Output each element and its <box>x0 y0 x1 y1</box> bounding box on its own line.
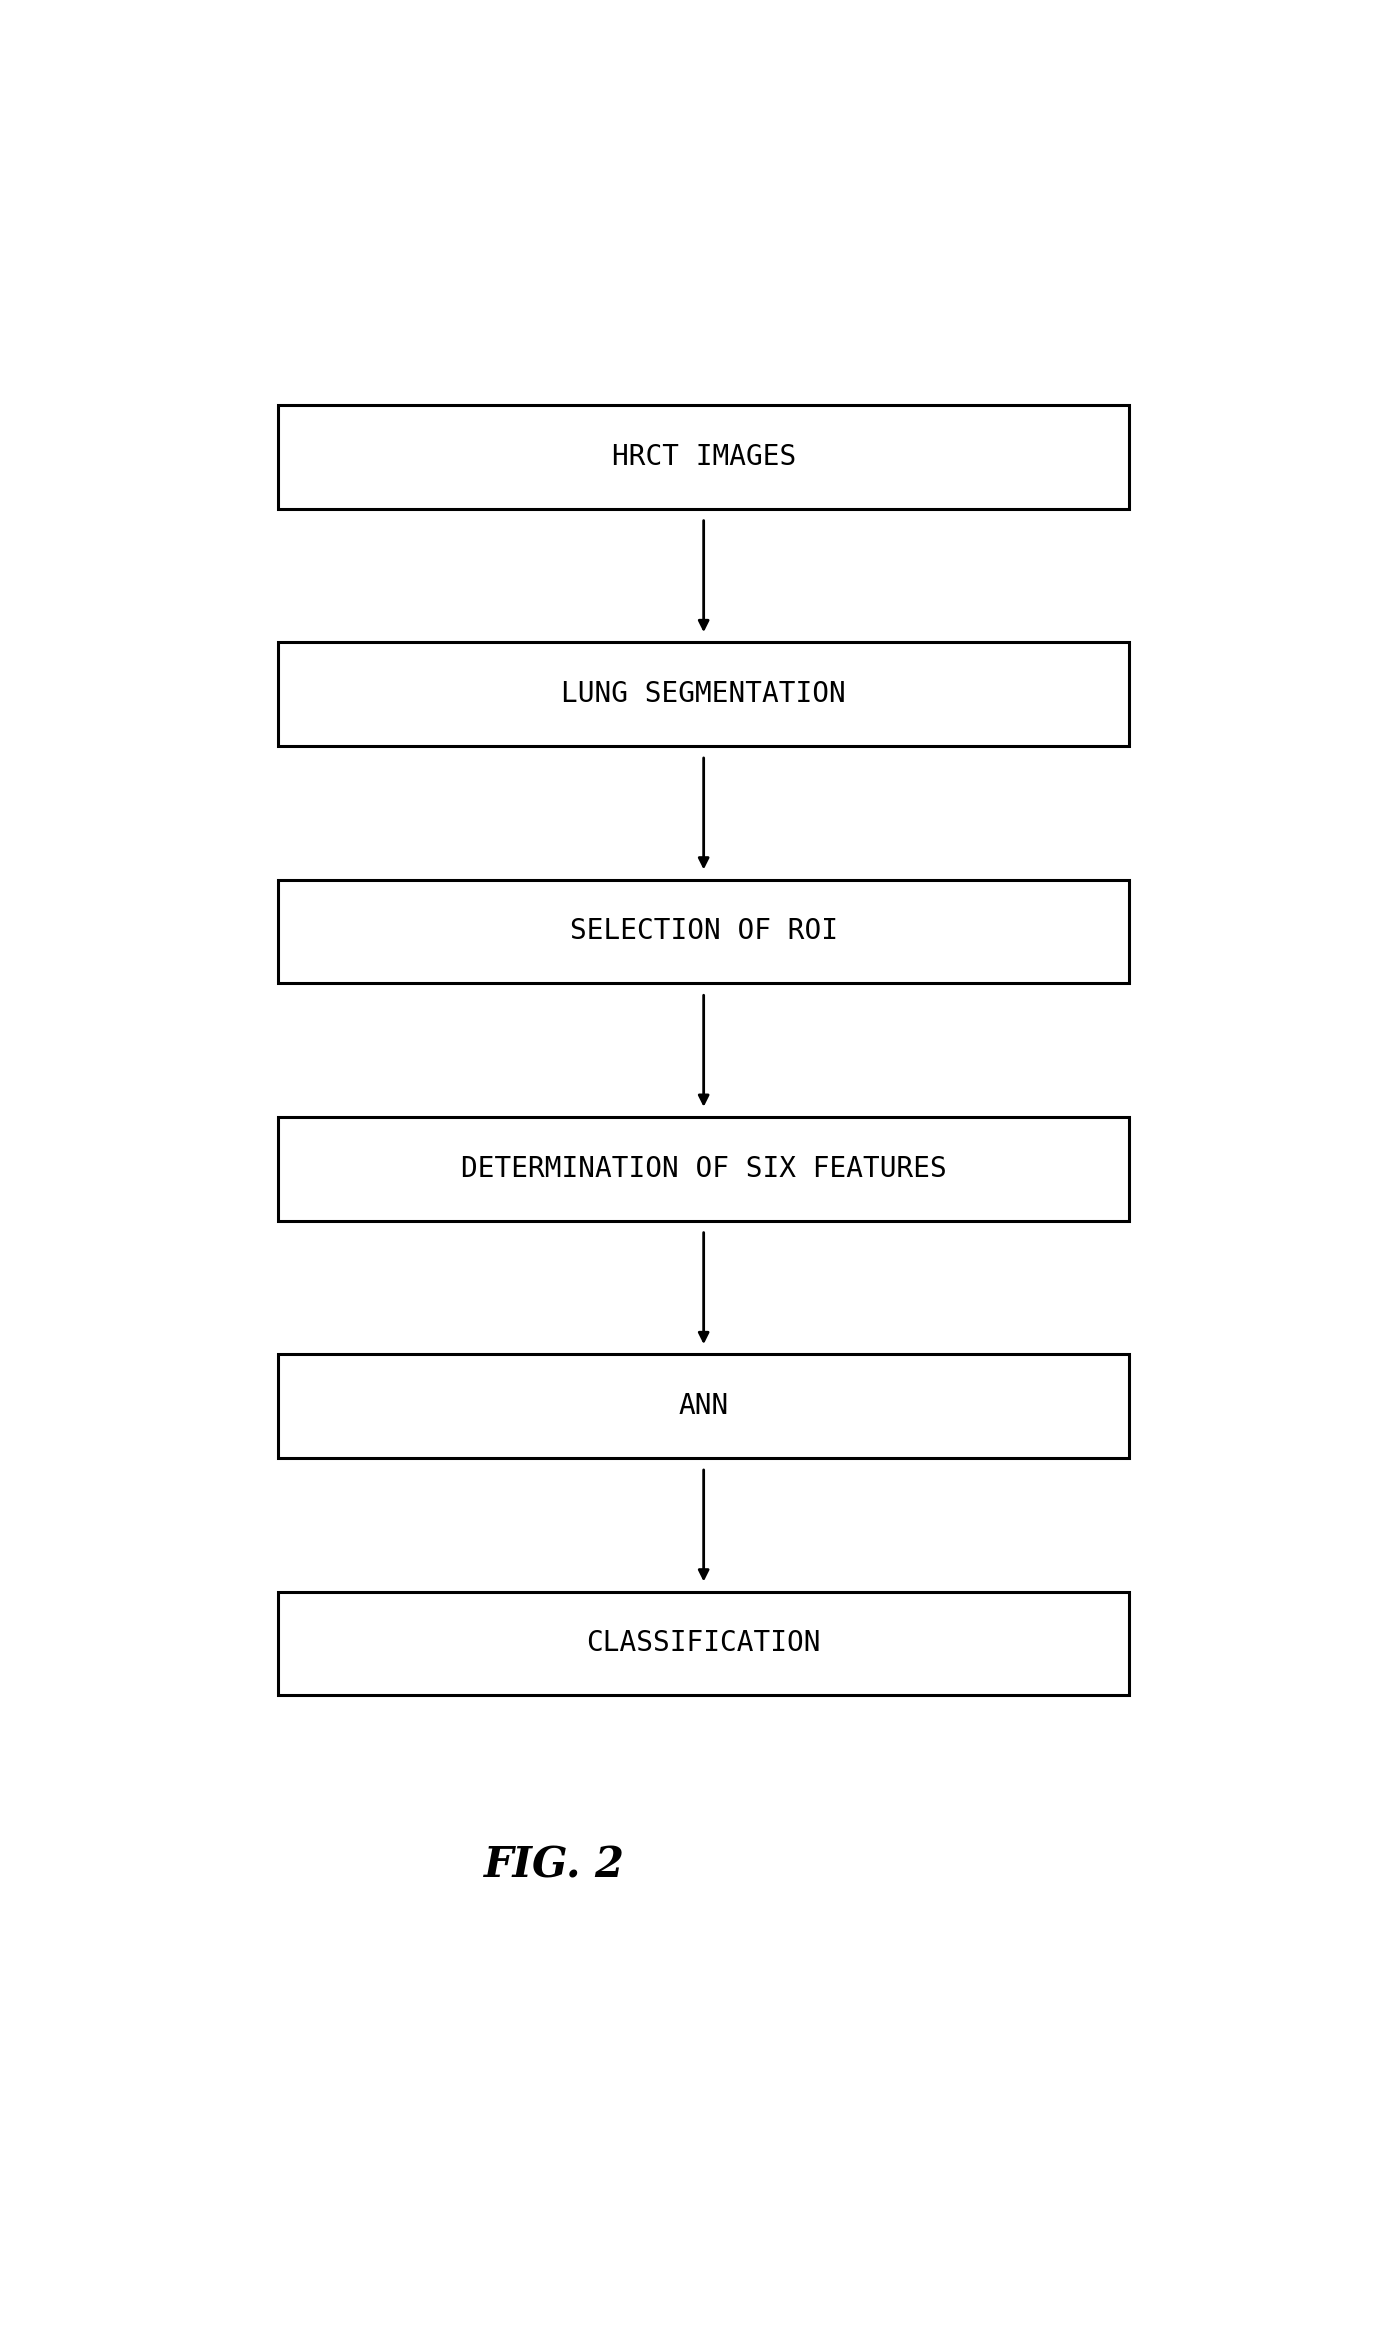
FancyBboxPatch shape <box>279 1592 1129 1695</box>
Text: LUNG SEGMENTATION: LUNG SEGMENTATION <box>562 680 846 708</box>
Text: SELECTION OF ROI: SELECTION OF ROI <box>570 917 838 945</box>
FancyBboxPatch shape <box>279 880 1129 982</box>
FancyBboxPatch shape <box>279 1355 1129 1457</box>
Text: HRCT IMAGES: HRCT IMAGES <box>611 442 796 470</box>
Text: ANN: ANN <box>678 1392 729 1420</box>
FancyBboxPatch shape <box>279 1117 1129 1220</box>
FancyBboxPatch shape <box>279 643 1129 747</box>
FancyBboxPatch shape <box>279 405 1129 510</box>
Text: CLASSIFICATION: CLASSIFICATION <box>586 1630 821 1658</box>
Text: FIG. 2: FIG. 2 <box>485 1844 625 1886</box>
Text: DETERMINATION OF SIX FEATURES: DETERMINATION OF SIX FEATURES <box>461 1155 946 1183</box>
